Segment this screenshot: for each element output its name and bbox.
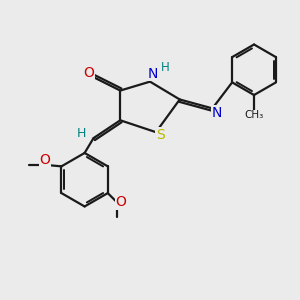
Text: N: N <box>148 67 158 81</box>
Text: O: O <box>40 153 50 167</box>
Text: H: H <box>160 61 169 74</box>
Text: O: O <box>116 195 127 209</box>
Text: H: H <box>76 127 86 140</box>
Text: O: O <box>84 66 94 80</box>
Text: N: N <box>212 106 222 120</box>
Text: S: S <box>156 128 165 142</box>
Text: CH₃: CH₃ <box>244 110 264 120</box>
